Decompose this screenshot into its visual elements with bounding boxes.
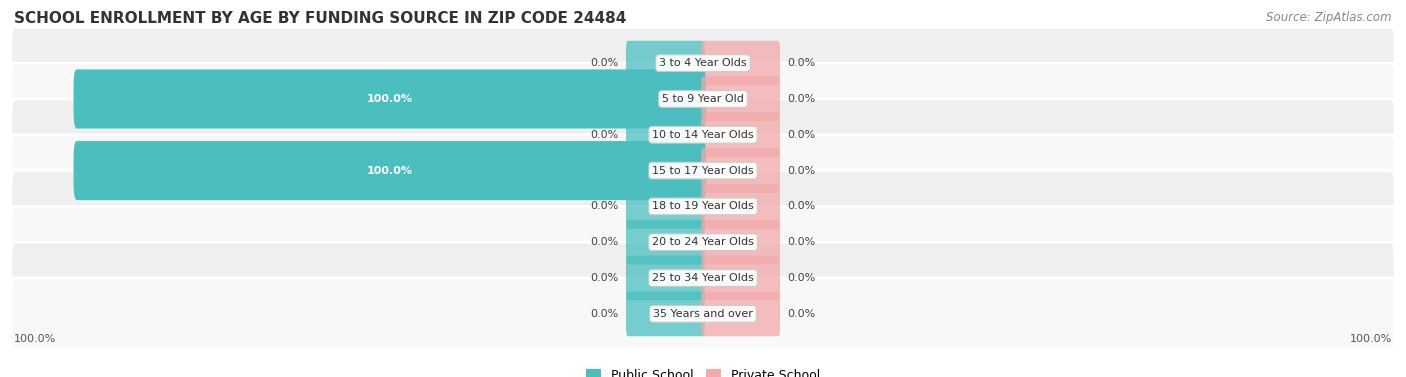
- FancyBboxPatch shape: [11, 99, 1395, 171]
- Text: 18 to 19 Year Olds: 18 to 19 Year Olds: [652, 201, 754, 211]
- Text: 100.0%: 100.0%: [1350, 334, 1392, 343]
- Text: 25 to 34 Year Olds: 25 to 34 Year Olds: [652, 273, 754, 283]
- Text: 0.0%: 0.0%: [787, 94, 815, 104]
- FancyBboxPatch shape: [702, 220, 780, 265]
- FancyBboxPatch shape: [11, 63, 1395, 135]
- Text: 0.0%: 0.0%: [787, 130, 815, 140]
- FancyBboxPatch shape: [702, 112, 780, 157]
- FancyBboxPatch shape: [11, 207, 1395, 278]
- Text: 0.0%: 0.0%: [591, 201, 619, 211]
- FancyBboxPatch shape: [11, 135, 1395, 207]
- Text: 0.0%: 0.0%: [787, 237, 815, 247]
- Text: 0.0%: 0.0%: [787, 309, 815, 319]
- Text: 100.0%: 100.0%: [367, 166, 413, 176]
- Text: 10 to 14 Year Olds: 10 to 14 Year Olds: [652, 130, 754, 140]
- Text: Source: ZipAtlas.com: Source: ZipAtlas.com: [1267, 11, 1392, 24]
- Text: 0.0%: 0.0%: [787, 201, 815, 211]
- Text: 0.0%: 0.0%: [591, 309, 619, 319]
- Text: 0.0%: 0.0%: [787, 58, 815, 68]
- FancyBboxPatch shape: [626, 41, 704, 86]
- Text: 3 to 4 Year Olds: 3 to 4 Year Olds: [659, 58, 747, 68]
- Text: 15 to 17 Year Olds: 15 to 17 Year Olds: [652, 166, 754, 176]
- FancyBboxPatch shape: [626, 220, 704, 265]
- FancyBboxPatch shape: [11, 242, 1395, 314]
- Text: 0.0%: 0.0%: [591, 237, 619, 247]
- Text: 35 Years and over: 35 Years and over: [652, 309, 754, 319]
- FancyBboxPatch shape: [702, 77, 780, 121]
- Legend: Public School, Private School: Public School, Private School: [579, 363, 827, 377]
- FancyBboxPatch shape: [626, 112, 704, 157]
- FancyBboxPatch shape: [11, 171, 1395, 242]
- Text: 100.0%: 100.0%: [367, 94, 413, 104]
- FancyBboxPatch shape: [73, 69, 706, 129]
- Text: 20 to 24 Year Olds: 20 to 24 Year Olds: [652, 237, 754, 247]
- Text: 0.0%: 0.0%: [787, 273, 815, 283]
- FancyBboxPatch shape: [702, 184, 780, 229]
- FancyBboxPatch shape: [626, 184, 704, 229]
- FancyBboxPatch shape: [702, 41, 780, 86]
- FancyBboxPatch shape: [626, 291, 704, 336]
- Text: SCHOOL ENROLLMENT BY AGE BY FUNDING SOURCE IN ZIP CODE 24484: SCHOOL ENROLLMENT BY AGE BY FUNDING SOUR…: [14, 11, 627, 26]
- FancyBboxPatch shape: [702, 256, 780, 300]
- Text: 0.0%: 0.0%: [787, 166, 815, 176]
- Text: 0.0%: 0.0%: [591, 58, 619, 68]
- FancyBboxPatch shape: [11, 28, 1395, 99]
- FancyBboxPatch shape: [702, 291, 780, 336]
- FancyBboxPatch shape: [73, 141, 706, 200]
- FancyBboxPatch shape: [626, 256, 704, 300]
- Text: 5 to 9 Year Old: 5 to 9 Year Old: [662, 94, 744, 104]
- FancyBboxPatch shape: [11, 278, 1395, 350]
- Text: 0.0%: 0.0%: [591, 130, 619, 140]
- FancyBboxPatch shape: [702, 148, 780, 193]
- Text: 0.0%: 0.0%: [591, 273, 619, 283]
- Text: 100.0%: 100.0%: [14, 334, 56, 343]
